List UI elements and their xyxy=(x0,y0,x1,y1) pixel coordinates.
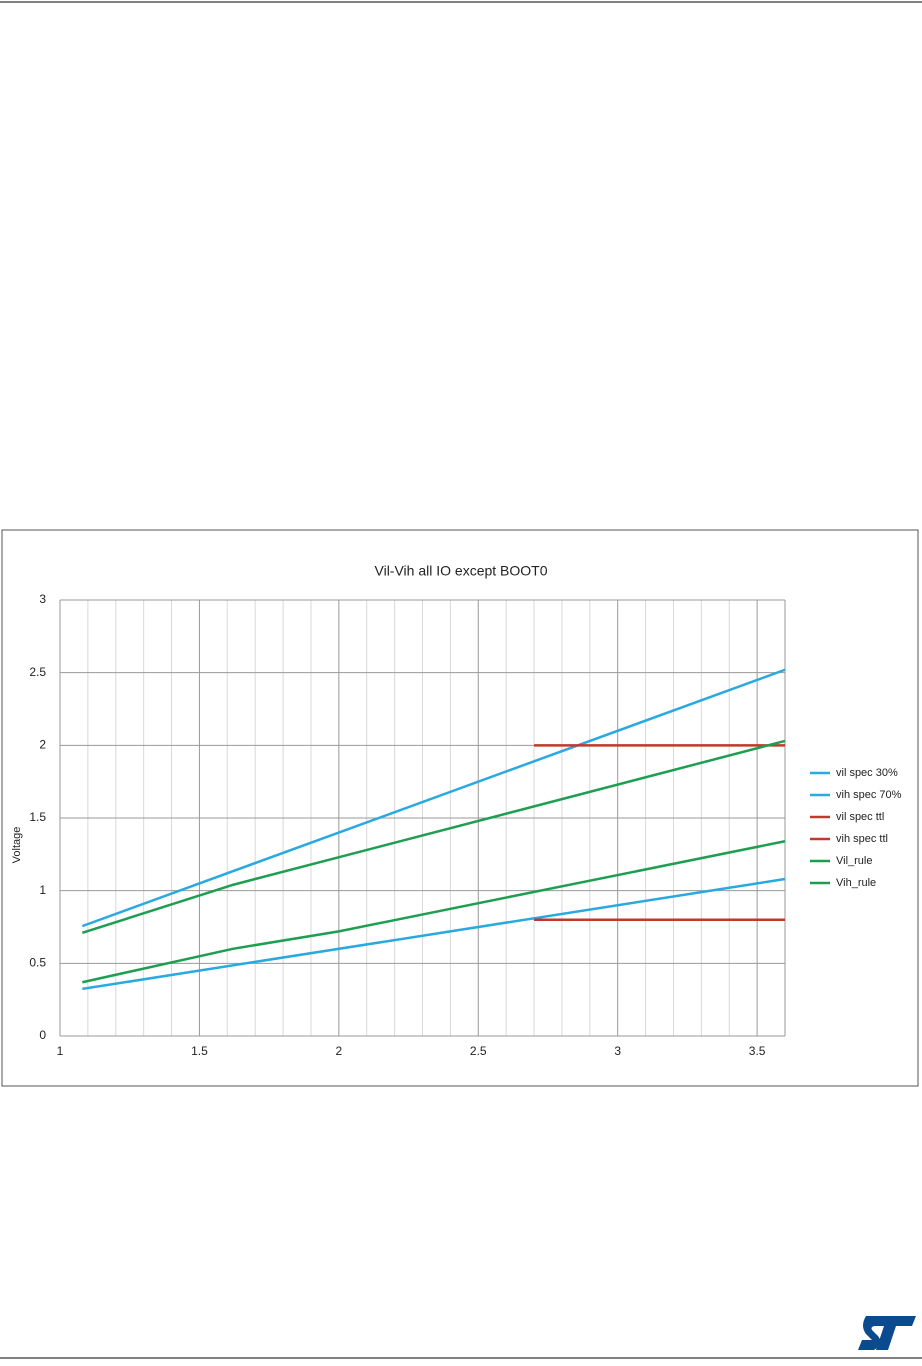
x-tick-label: 3.5 xyxy=(749,1044,766,1058)
y-tick-label: 2.5 xyxy=(29,665,46,679)
x-tick-label: 3 xyxy=(614,1044,621,1058)
chart-frame xyxy=(1,529,919,1087)
x-tick-label: 1.5 xyxy=(191,1044,208,1058)
y-axis-label: Voltage xyxy=(11,827,23,864)
series-line xyxy=(81,739,786,935)
legend-label: vih spec ttl xyxy=(836,833,888,845)
x-tick-label: 2.5 xyxy=(470,1044,487,1058)
x-tick-label: 2 xyxy=(336,1044,343,1058)
y-tick-label: 3 xyxy=(39,592,46,606)
series-line xyxy=(81,668,786,928)
series-line xyxy=(82,877,786,991)
chart-title: Vil-Vih all IO except BOOT0 xyxy=(375,563,548,579)
legend-label: Vih_rule xyxy=(836,877,876,889)
y-tick-label: 2 xyxy=(39,738,46,752)
legend-label: vil spec ttl xyxy=(836,811,884,823)
y-tick-label: 0 xyxy=(39,1028,46,1042)
logo-mark xyxy=(858,1316,916,1350)
y-tick-label: 1 xyxy=(39,883,46,897)
plot: 0 0.5 1 1.5 2 2.5 3 1 1.5 2 2.5 3 3.5 vil spec 30% vih… xyxy=(29,592,901,1058)
legend-label: Vil_rule xyxy=(836,855,873,867)
legend-label: vih spec 70% xyxy=(836,789,902,801)
logo xyxy=(858,1316,916,1350)
y-tick-label: 0.5 xyxy=(29,956,46,970)
x-tick-label: 1 xyxy=(57,1044,64,1058)
y-tick-label: 1.5 xyxy=(29,810,46,824)
legend-label: vil spec 30% xyxy=(836,767,898,779)
series-line xyxy=(82,840,786,984)
